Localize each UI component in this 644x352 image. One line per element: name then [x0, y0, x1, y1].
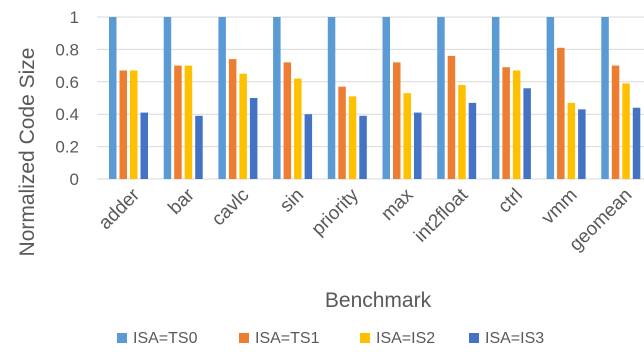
bar-isa-is2-vmm: [567, 102, 576, 179]
y-axis-title: Normalized Code Size: [16, 48, 39, 257]
bar-isa-ts1-priority: [338, 86, 346, 179]
x-category-label: cavlc: [208, 185, 253, 230]
x-category-label: priority: [308, 184, 364, 240]
legend-label: ISA=IS2: [376, 330, 435, 347]
y-tick-label: 0.4: [55, 105, 79, 124]
bar-isa-ts1-max: [393, 62, 401, 179]
legend-label: ISA=TS1: [255, 330, 320, 347]
bar-isa-ts0-sin: [273, 17, 281, 179]
bar-isa-ts0-adder: [109, 17, 117, 179]
bar-isa-ts1-bar: [174, 65, 182, 179]
bar-isa-is2-sin: [294, 78, 302, 179]
bar-isa-is3-adder: [140, 112, 148, 179]
bar-isa-ts1-sin: [283, 62, 292, 179]
y-tick-label: 1: [70, 8, 79, 27]
bar-isa-is2-int2float: [458, 85, 466, 179]
bar-isa-is3-sin: [304, 114, 313, 179]
bar-isa-is2-ctrl: [512, 70, 521, 179]
bar-isa-ts0-max: [382, 17, 390, 179]
bar-isa-ts1-cavlc: [228, 59, 237, 180]
bar-isa-ts0-bar: [163, 17, 172, 179]
legend: ISA=TS0 ISA=TS1 ISA=IS2 ISA=IS3: [117, 330, 544, 347]
legend-swatch: [117, 333, 127, 343]
bar-isa-is3-geomean: [632, 107, 641, 179]
bar-isa-ts1-vmm: [557, 47, 565, 179]
x-category-label: int2float: [410, 184, 472, 246]
bar-isa-ts0-vmm: [546, 17, 555, 179]
bar-isa-ts0-geomean: [601, 17, 609, 179]
y-tick-labels: 0 0.2 0.4 0.6 0.8 1: [55, 8, 79, 189]
y-tick-label: 0.6: [55, 73, 79, 92]
bar-isa-ts1-geomean: [611, 65, 620, 179]
x-category-label: max: [377, 184, 418, 225]
bar-isa-is3-priority: [359, 115, 367, 179]
bar-isa-ts1-adder: [119, 70, 127, 179]
bar-isa-is2-bar: [184, 65, 193, 179]
bar-isa-is3-max: [414, 112, 422, 179]
y-tick-label: 0: [70, 170, 79, 189]
bar-isa-ts1-int2float: [447, 55, 456, 179]
x-category-label: bar: [164, 184, 199, 219]
bar-isa-ts0-priority: [327, 17, 336, 179]
legend-label: ISA=IS3: [485, 330, 544, 347]
bar-isa-is3-ctrl: [523, 88, 531, 179]
x-category-label: ctrl: [494, 185, 527, 218]
x-category-label: adder: [95, 184, 145, 234]
bar-isa-ts1-ctrl: [502, 67, 510, 179]
bar-isa-ts0-int2float: [437, 17, 445, 179]
bar-isa-is3-bar: [195, 115, 203, 179]
y-tick-label: 0.2: [55, 138, 79, 157]
bar-isa-is3-cavlc: [249, 98, 258, 179]
legend-swatch: [360, 333, 370, 343]
bar-isa-is2-cavlc: [239, 73, 247, 179]
bar-isa-is3-int2float: [468, 102, 477, 179]
bar-isa-is2-max: [403, 93, 411, 179]
bar-isa-is2-adder: [130, 70, 138, 179]
bar-isa-is2-geomean: [622, 83, 630, 179]
x-axis-title: Benchmark: [325, 289, 432, 312]
bar-isa-ts0-cavlc: [218, 17, 226, 179]
legend-label: ISA=TS0: [133, 330, 198, 347]
legend-swatch: [469, 333, 479, 343]
bar-isa-is2-priority: [348, 96, 357, 179]
bar-isa-is3-vmm: [578, 109, 586, 179]
x-category-label: sin: [276, 185, 308, 217]
x-category-label: vmm: [538, 185, 582, 229]
y-tick-label: 0.8: [55, 40, 79, 59]
bars: [109, 17, 641, 180]
bar-isa-ts0-ctrl: [491, 17, 500, 179]
legend-swatch: [239, 333, 249, 343]
